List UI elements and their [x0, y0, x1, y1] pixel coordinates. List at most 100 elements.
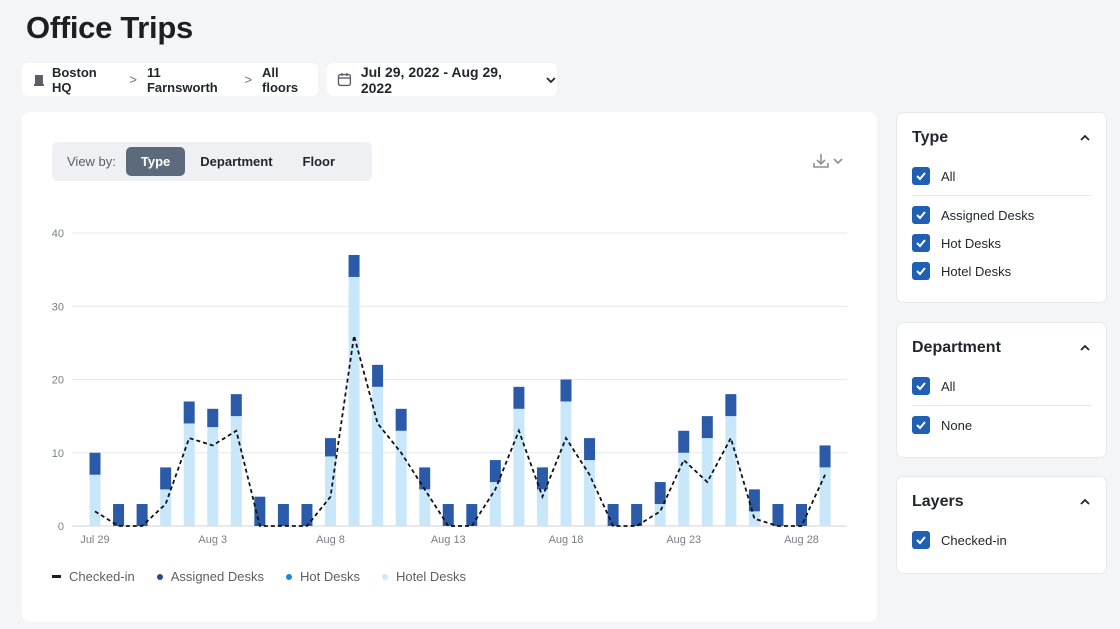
x-tick-label: Jul 29 [80, 534, 109, 546]
bar-assigned-desks [395, 408, 407, 431]
view-by-type-button[interactable]: Type [125, 147, 186, 176]
chart-legend: Checked-in Assigned Desks Hot Desks Hote… [52, 569, 488, 584]
bar-assigned-desks [254, 496, 266, 526]
x-tick-label: Aug 3 [198, 534, 227, 546]
bar-hotel-desks [230, 416, 242, 526]
bar-hotel-desks [419, 489, 431, 526]
bar-hotel-desks [372, 386, 384, 526]
bar-hotel-desks [748, 511, 760, 526]
breadcrumb-site[interactable]: 11 Farnsworth [146, 64, 218, 95]
building-icon [34, 74, 44, 86]
bar-hotel-desks [513, 408, 525, 526]
view-by-label: View by: [67, 154, 116, 169]
bar-assigned-desks [277, 504, 289, 526]
download-menu-button[interactable] [812, 152, 844, 170]
chevron-up-icon[interactable] [1079, 132, 1091, 144]
bar-hotel-desks [395, 430, 407, 526]
y-tick-label: 20 [52, 375, 64, 387]
view-by-department-button[interactable]: Department [200, 154, 273, 169]
y-tick-label: 40 [52, 228, 64, 240]
checkbox-checked-icon [912, 234, 930, 252]
bar-hotel-desks [819, 467, 831, 526]
bar-hotel-desks [584, 460, 596, 526]
bar-assigned-desks [819, 445, 831, 468]
download-icon [813, 154, 829, 168]
bar-assigned-desks [678, 430, 690, 453]
department-all-checkbox[interactable]: All [897, 372, 1106, 400]
bar-assigned-desks [796, 504, 807, 526]
bar-hotel-desks [678, 452, 690, 526]
chevron-up-icon[interactable] [1079, 342, 1091, 354]
legend-item-hot-desks[interactable]: Hot Desks [285, 569, 360, 584]
checkbox-checked-icon [912, 416, 930, 434]
breadcrumb-building[interactable]: Boston HQ [51, 64, 97, 95]
bar-hotel-desks [160, 489, 172, 526]
y-tick-label: 10 [52, 448, 64, 460]
checkbox-checked-icon [912, 377, 930, 395]
x-tick-label: Aug 18 [549, 534, 584, 546]
bar-assigned-desks [560, 379, 572, 402]
layers-checked-in-checkbox[interactable]: Checked-in [897, 526, 1106, 554]
x-tick-label: Aug 28 [784, 534, 819, 546]
bar-assigned-desks [701, 416, 713, 439]
chevron-right-icon: > [129, 72, 137, 87]
department-none-checkbox[interactable]: None [897, 411, 1106, 439]
type-hot-desks-checkbox[interactable]: Hot Desks [897, 229, 1106, 257]
view-by-floor-button[interactable]: Floor [302, 154, 336, 169]
bar-hotel-desks [489, 482, 501, 526]
bar-assigned-desks [419, 467, 431, 490]
dot-swatch [381, 573, 388, 580]
layers-filter-title: Layers [912, 493, 964, 510]
department-filter-title: Department [912, 339, 1001, 356]
bar-hotel-desks [207, 427, 219, 526]
bar-assigned-desks [372, 364, 384, 387]
legend-item-hotel-desks[interactable]: Hotel Desks [381, 569, 466, 584]
x-tick-label: Aug 8 [316, 534, 345, 546]
bar-assigned-desks [442, 504, 454, 526]
bar-hotel-desks [183, 423, 195, 526]
chart-card: View by: Type Department Floor 0 10 20 30 40… [22, 112, 877, 622]
bar-assigned-desks [654, 482, 666, 505]
bar-assigned-desks [89, 452, 101, 475]
bar-assigned-desks [607, 504, 619, 526]
bar-hotel-desks [536, 489, 548, 526]
bar-assigned-desks [301, 504, 313, 526]
bar-assigned-desks [136, 504, 148, 526]
bar-hotel-desks [89, 474, 101, 526]
bar-assigned-desks [748, 489, 760, 512]
page-title: Office Trips [26, 10, 193, 45]
checkbox-checked-icon [912, 262, 930, 280]
bar-hotel-desks [725, 416, 737, 526]
office-trips-chart: 0 10 20 30 40 Jul 29 Aug 3 Aug 8 Aug 13 Aug 18 Aug… [52, 228, 847, 546]
bar-assigned-desks [725, 394, 737, 417]
layers-filter-panel: Layers Checked-in [896, 476, 1107, 574]
bar-assigned-desks [230, 394, 242, 417]
y-tick-label: 30 [52, 301, 64, 313]
checkbox-checked-icon [912, 206, 930, 224]
bar-assigned-desks [348, 254, 360, 277]
type-all-checkbox[interactable]: All [897, 162, 1106, 190]
calendar-icon [337, 73, 352, 87]
legend-item-checked-in[interactable]: Checked-in [52, 569, 135, 584]
bar-hotel-desks [560, 401, 572, 526]
dot-swatch [156, 573, 163, 580]
type-filter-panel: Type All Assigned Desks Hot Desks Hotel … [896, 112, 1107, 303]
type-assigned-desks-checkbox[interactable]: Assigned Desks [897, 201, 1106, 229]
bar-assigned-desks [183, 401, 195, 424]
bar-assigned-desks [160, 467, 172, 490]
dash-swatch [52, 575, 61, 578]
chevron-up-icon[interactable] [1079, 496, 1091, 508]
chevron-down-icon [833, 158, 843, 165]
y-tick-label: 0 [58, 521, 64, 533]
breadcrumb-floor[interactable]: All floors [262, 64, 299, 95]
type-hotel-desks-checkbox[interactable]: Hotel Desks [897, 257, 1106, 285]
legend-item-assigned-desks[interactable]: Assigned Desks [156, 569, 264, 584]
bar-assigned-desks [631, 504, 643, 526]
chevron-down-icon [546, 76, 556, 83]
bar-hotel-desks [654, 504, 666, 526]
bar-assigned-desks [513, 386, 525, 409]
type-filter-title: Type [912, 129, 949, 146]
bar-assigned-desks [113, 504, 125, 526]
breadcrumb: Boston HQ > 11 Farnsworth > All floors [22, 63, 318, 96]
date-range-picker[interactable]: Jul 29, 2022 - Aug 29, 2022 [327, 63, 557, 96]
